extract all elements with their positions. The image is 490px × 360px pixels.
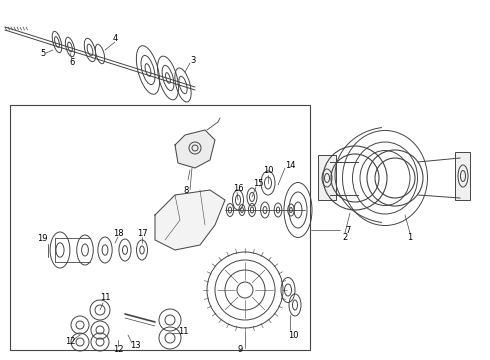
Polygon shape [155,190,225,250]
Text: 1: 1 [407,233,413,242]
Text: 16: 16 [233,184,244,193]
Polygon shape [175,130,215,168]
Text: 3: 3 [190,55,196,64]
Bar [455,152,470,200]
Text: 9: 9 [237,346,243,355]
Text: 13: 13 [130,341,140,350]
Text: 14: 14 [285,161,295,170]
Text: 7: 7 [345,225,351,234]
Bar [10,105,310,350]
Text: 15: 15 [253,179,263,188]
Text: 12: 12 [65,338,75,346]
Text: 10: 10 [263,166,273,175]
Text: 2: 2 [343,233,347,242]
Text: 12: 12 [113,346,123,355]
Text: 17: 17 [137,229,147,238]
Text: 5: 5 [40,49,46,58]
Text: 6: 6 [69,58,74,67]
Bar [318,155,336,200]
Text: 19: 19 [37,234,47,243]
Text: 11: 11 [100,293,110,302]
Text: 8: 8 [183,185,189,194]
Text: 4: 4 [112,33,118,42]
Text: 11: 11 [178,328,188,337]
Text: 10: 10 [288,330,298,339]
Text: 18: 18 [113,229,123,238]
